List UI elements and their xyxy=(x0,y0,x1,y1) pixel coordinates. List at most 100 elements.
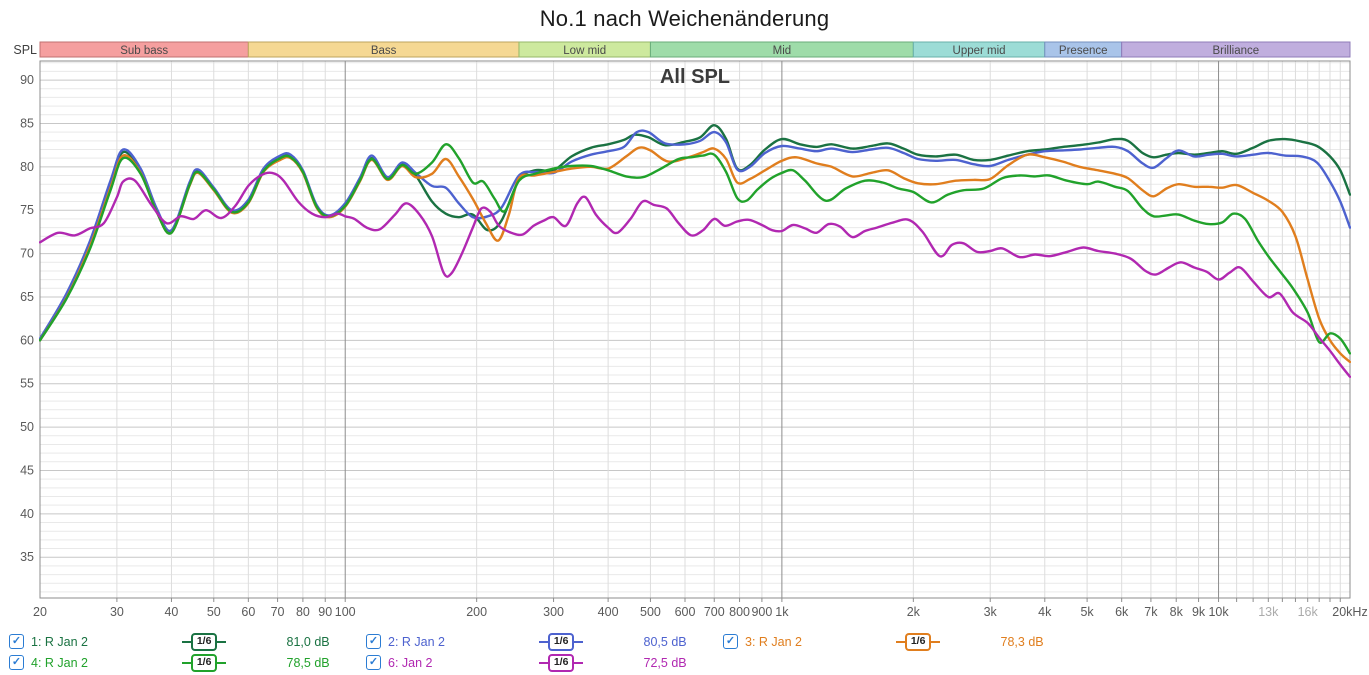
y-tick-label: 50 xyxy=(20,420,34,434)
legend-series-label: 3: R Jan 2 xyxy=(745,634,802,649)
legend-item-2: ✓ 2: R Jan 2 1/6 80,5 dB xyxy=(366,631,723,652)
smoothing-value: 1/6 xyxy=(190,653,218,672)
x-tick-label: 60 xyxy=(241,605,255,619)
badge-line xyxy=(181,661,191,664)
x-tick-label: 1k xyxy=(775,605,789,619)
smoothing-value: 1/6 xyxy=(547,632,575,651)
smoothing-value: 1/6 xyxy=(904,632,932,651)
x-tick-label: 5k xyxy=(1080,605,1094,619)
y-tick-label: 90 xyxy=(20,73,34,87)
legend-checkbox-1[interactable]: ✓ xyxy=(9,634,24,649)
smoothing-badge[interactable]: 1/6 xyxy=(519,653,604,672)
band-label: Bass xyxy=(371,45,397,57)
badge-line xyxy=(538,640,548,643)
legend-checkbox-3[interactable]: ✓ xyxy=(723,634,738,649)
legend-item-1: ✓ 1: R Jan 2 1/6 81,0 dB xyxy=(9,631,366,652)
badge-line xyxy=(217,640,227,643)
series-curve-5 xyxy=(39,171,1351,378)
x-tick-label: 8k xyxy=(1170,605,1184,619)
x-tick-label: 500 xyxy=(640,605,661,619)
x-tick-label: 70 xyxy=(271,605,285,619)
y-tick-label: 70 xyxy=(20,247,34,261)
badge-line xyxy=(574,661,584,664)
badge-line xyxy=(538,661,548,664)
band-label: Mid xyxy=(773,45,792,57)
y-tick-label: 85 xyxy=(20,116,34,130)
badge-line xyxy=(181,640,191,643)
smoothing-badge[interactable]: 1/6 xyxy=(162,632,247,651)
x-tick-label: 80 xyxy=(296,605,310,619)
x-tick-label: 13k xyxy=(1258,605,1279,619)
legend-series-label: 1: R Jan 2 xyxy=(31,634,88,649)
legend-item-4: ✓ 4: R Jan 2 1/6 78,5 dB xyxy=(9,652,366,673)
legend-series-label: 4: R Jan 2 xyxy=(31,655,88,670)
legend-checkbox-2[interactable]: ✓ xyxy=(366,634,381,649)
legend-series-label: 6: Jan 2 xyxy=(388,655,433,670)
x-tick-label: 6k xyxy=(1115,605,1129,619)
legend-checkbox-4[interactable]: ✓ xyxy=(9,655,24,670)
band-label: Low mid xyxy=(563,45,606,57)
x-tick-label: 900 xyxy=(751,605,772,619)
series-curve-4 xyxy=(39,143,1351,355)
smoothing-value: 1/6 xyxy=(547,653,575,672)
y-tick-label: 75 xyxy=(20,203,34,217)
badge-line xyxy=(217,661,227,664)
smoothing-value: 1/6 xyxy=(190,632,218,651)
page-title: No.1 nach Weichenänderung xyxy=(539,6,830,31)
x-tick-label: 10k xyxy=(1208,605,1229,619)
badge-line xyxy=(931,640,941,643)
plot-border xyxy=(39,60,1351,599)
series-level: 72,5 dB xyxy=(643,655,687,670)
series-curve-2 xyxy=(39,129,1351,340)
legend-checkbox-6[interactable]: ✓ xyxy=(366,655,381,670)
spl-chart: Sub bass Bass Low mid Mid Upper mid Presence B… xyxy=(13,41,1368,619)
spl-axis-label: SPL xyxy=(13,43,37,57)
y-tick-label: 55 xyxy=(20,377,34,391)
x-tick-label: 700 xyxy=(704,605,725,619)
x-tick-label: 90 xyxy=(318,605,332,619)
band-label: Brilliance xyxy=(1213,45,1260,57)
legend: ✓ 1: R Jan 2 1/6 81,0 dB ✓ 2: R Jan 2 1/… xyxy=(0,631,1369,673)
series-level: 81,0 dB xyxy=(286,634,330,649)
x-tick-label: 16k xyxy=(1298,605,1319,619)
smoothing-badge[interactable]: 1/6 xyxy=(162,653,247,672)
legend-item-3: ✓ 3: R Jan 2 1/6 78,3 dB xyxy=(723,631,1080,652)
x-tick-label: 9k xyxy=(1192,605,1206,619)
x-tick-label: 300 xyxy=(543,605,564,619)
x-tick-label: 20kHz xyxy=(1332,605,1367,619)
series-level: 78,5 dB xyxy=(286,655,330,670)
x-tick-label: 30 xyxy=(110,605,124,619)
all-spl-label: All SPL xyxy=(660,66,730,88)
x-tick-label: 50 xyxy=(207,605,221,619)
x-tick-label: 7k xyxy=(1144,605,1158,619)
badge-line xyxy=(895,640,905,643)
smoothing-badge[interactable]: 1/6 xyxy=(519,632,604,651)
band-brilliance xyxy=(1121,41,1351,58)
x-tick-label: 40 xyxy=(164,605,178,619)
x-tick-label: 2k xyxy=(907,605,921,619)
legend-item-6: ✓ 6: Jan 2 1/6 72,5 dB xyxy=(366,652,723,673)
x-tick-label: 200 xyxy=(466,605,487,619)
y-tick-label: 65 xyxy=(20,290,34,304)
series-level: 78,3 dB xyxy=(1000,634,1044,649)
x-tick-label: 600 xyxy=(675,605,696,619)
band-label: Presence xyxy=(1059,45,1108,57)
y-tick-label: 45 xyxy=(20,463,34,477)
y-tick-label: 40 xyxy=(20,507,34,521)
y-tick-label: 80 xyxy=(20,160,34,174)
smoothing-badge[interactable]: 1/6 xyxy=(876,632,961,651)
y-tick-label: 35 xyxy=(20,550,34,564)
y-tick-label: 60 xyxy=(20,333,34,347)
series-curve-3 xyxy=(39,146,1351,364)
x-tick-label: 100 xyxy=(335,605,356,619)
x-tick-label: 800 xyxy=(729,605,750,619)
band-label: Sub bass xyxy=(120,45,168,57)
x-tick-label: 400 xyxy=(598,605,619,619)
x-tick-label: 4k xyxy=(1038,605,1052,619)
legend-series-label: 2: R Jan 2 xyxy=(388,634,445,649)
band-label: Upper mid xyxy=(953,45,1006,57)
badge-line xyxy=(574,640,584,643)
series-level: 80,5 dB xyxy=(643,634,687,649)
x-tick-label: 20 xyxy=(33,605,47,619)
x-tick-label: 3k xyxy=(984,605,998,619)
